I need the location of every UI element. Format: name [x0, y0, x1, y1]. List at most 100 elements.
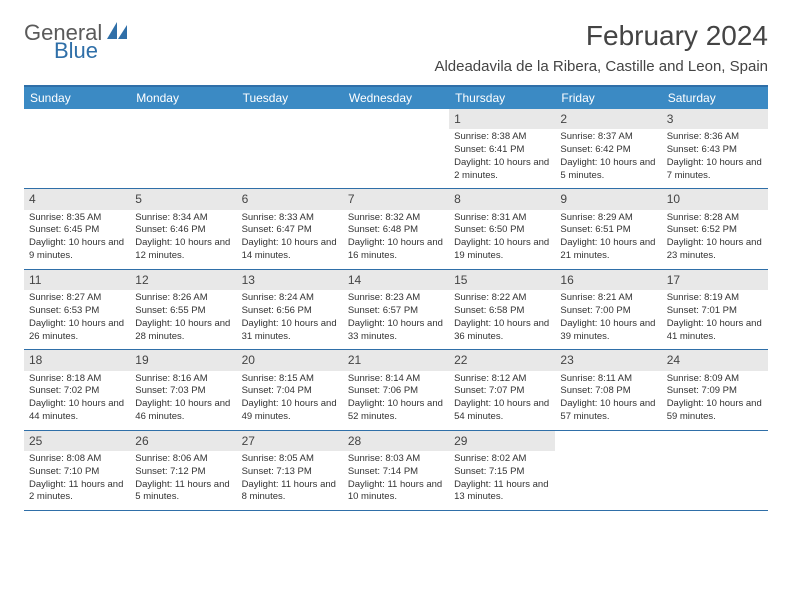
weekday-header: Sunday	[24, 87, 130, 109]
logo-text-blue: Blue	[54, 38, 98, 64]
sunset-text: Sunset: 7:13 PM	[242, 466, 338, 479]
day-number: 28	[343, 431, 449, 451]
day-cell: 6Sunrise: 8:33 AMSunset: 6:47 PMDaylight…	[237, 189, 343, 268]
day-cell	[662, 431, 768, 510]
sunset-text: Sunset: 6:46 PM	[135, 224, 231, 237]
header-right: February 2024 Aldeadavila de la Ribera, …	[434, 20, 768, 75]
sail-icon	[107, 22, 129, 43]
daylight-text: Daylight: 10 hours and 19 minutes.	[454, 237, 550, 263]
sunset-text: Sunset: 7:10 PM	[29, 466, 125, 479]
sunrise-text: Sunrise: 8:28 AM	[667, 212, 763, 225]
day-number: 5	[130, 189, 236, 209]
day-cell: 5Sunrise: 8:34 AMSunset: 6:46 PMDaylight…	[130, 189, 236, 268]
day-number: 4	[24, 189, 130, 209]
day-cell: 22Sunrise: 8:12 AMSunset: 7:07 PMDayligh…	[449, 350, 555, 429]
sunrise-text: Sunrise: 8:08 AM	[29, 453, 125, 466]
sunset-text: Sunset: 6:50 PM	[454, 224, 550, 237]
sunrise-text: Sunrise: 8:27 AM	[29, 292, 125, 305]
day-cell: 12Sunrise: 8:26 AMSunset: 6:55 PMDayligh…	[130, 270, 236, 349]
sunset-text: Sunset: 7:02 PM	[29, 385, 125, 398]
day-cell: 26Sunrise: 8:06 AMSunset: 7:12 PMDayligh…	[130, 431, 236, 510]
daylight-text: Daylight: 10 hours and 33 minutes.	[348, 318, 444, 344]
day-cell	[130, 109, 236, 188]
sunset-text: Sunset: 6:47 PM	[242, 224, 338, 237]
sunset-text: Sunset: 6:43 PM	[667, 144, 763, 157]
weekday-header: Friday	[555, 87, 661, 109]
day-cell: 4Sunrise: 8:35 AMSunset: 6:45 PMDaylight…	[24, 189, 130, 268]
day-number: 27	[237, 431, 343, 451]
sunset-text: Sunset: 6:55 PM	[135, 305, 231, 318]
sunset-text: Sunset: 7:12 PM	[135, 466, 231, 479]
daylight-text: Daylight: 10 hours and 21 minutes.	[560, 237, 656, 263]
daylight-text: Daylight: 11 hours and 2 minutes.	[29, 479, 125, 505]
daylight-text: Daylight: 10 hours and 7 minutes.	[667, 157, 763, 183]
sunset-text: Sunset: 6:51 PM	[560, 224, 656, 237]
weekday-header: Wednesday	[343, 87, 449, 109]
day-number: 24	[662, 350, 768, 370]
day-number: 25	[24, 431, 130, 451]
day-number: 15	[449, 270, 555, 290]
sunrise-text: Sunrise: 8:19 AM	[667, 292, 763, 305]
daylight-text: Daylight: 10 hours and 28 minutes.	[135, 318, 231, 344]
sunset-text: Sunset: 7:08 PM	[560, 385, 656, 398]
day-cell	[237, 109, 343, 188]
day-number: 19	[130, 350, 236, 370]
weekday-row: Sunday Monday Tuesday Wednesday Thursday…	[24, 87, 768, 109]
day-cell: 14Sunrise: 8:23 AMSunset: 6:57 PMDayligh…	[343, 270, 449, 349]
day-cell: 16Sunrise: 8:21 AMSunset: 7:00 PMDayligh…	[555, 270, 661, 349]
day-number	[24, 109, 130, 113]
sunset-text: Sunset: 6:42 PM	[560, 144, 656, 157]
sunrise-text: Sunrise: 8:02 AM	[454, 453, 550, 466]
day-cell: 18Sunrise: 8:18 AMSunset: 7:02 PMDayligh…	[24, 350, 130, 429]
daylight-text: Daylight: 10 hours and 9 minutes.	[29, 237, 125, 263]
day-cell: 17Sunrise: 8:19 AMSunset: 7:01 PMDayligh…	[662, 270, 768, 349]
day-cell: 10Sunrise: 8:28 AMSunset: 6:52 PMDayligh…	[662, 189, 768, 268]
day-number: 7	[343, 189, 449, 209]
day-number: 29	[449, 431, 555, 451]
sunrise-text: Sunrise: 8:11 AM	[560, 373, 656, 386]
sunset-text: Sunset: 7:15 PM	[454, 466, 550, 479]
sunrise-text: Sunrise: 8:29 AM	[560, 212, 656, 225]
sunrise-text: Sunrise: 8:05 AM	[242, 453, 338, 466]
day-cell: 11 Sunrise: 8:27 AMSunset: 6:53 PMDayligh…	[24, 270, 130, 349]
sunrise-text: Sunrise: 8:36 AM	[667, 131, 763, 144]
sunrise-text: Sunrise: 8:24 AM	[242, 292, 338, 305]
day-cell: 8Sunrise: 8:31 AMSunset: 6:50 PMDaylight…	[449, 189, 555, 268]
sunrise-text: Sunrise: 8:21 AM	[560, 292, 656, 305]
daylight-text: Daylight: 10 hours and 26 minutes.	[29, 318, 125, 344]
sunset-text: Sunset: 6:48 PM	[348, 224, 444, 237]
sunrise-text: Sunrise: 8:26 AM	[135, 292, 231, 305]
week-row: 1Sunrise: 8:38 AMSunset: 6:41 PMDaylight…	[24, 109, 768, 189]
sunrise-text: Sunrise: 8:23 AM	[348, 292, 444, 305]
day-cell: 15Sunrise: 8:22 AMSunset: 6:58 PMDayligh…	[449, 270, 555, 349]
weeks-container: 1Sunrise: 8:38 AMSunset: 6:41 PMDaylight…	[24, 109, 768, 511]
day-cell: 27 Sunrise: 8:05 AMSunset: 7:13 PMDayligh…	[237, 431, 343, 510]
day-number: 11	[24, 270, 130, 290]
daylight-text: Daylight: 10 hours and 49 minutes.	[242, 398, 338, 424]
day-number	[130, 109, 236, 113]
weekday-header: Monday	[130, 87, 236, 109]
day-cell: 7Sunrise: 8:32 AMSunset: 6:48 PMDaylight…	[343, 189, 449, 268]
sunrise-text: Sunrise: 8:15 AM	[242, 373, 338, 386]
sunset-text: Sunset: 7:14 PM	[348, 466, 444, 479]
day-number	[662, 431, 768, 435]
day-cell	[24, 109, 130, 188]
day-number: 9	[555, 189, 661, 209]
sunset-text: Sunset: 6:53 PM	[29, 305, 125, 318]
weekday-header: Tuesday	[237, 87, 343, 109]
day-cell: 25 Sunrise: 8:08 AMSunset: 7:10 PMDayligh…	[24, 431, 130, 510]
week-row: 25Sunrise: 8:08 AMSunset: 7:10 PMDayligh…	[24, 431, 768, 511]
daylight-text: Daylight: 10 hours and 16 minutes.	[348, 237, 444, 263]
sunrise-text: Sunrise: 8:14 AM	[348, 373, 444, 386]
daylight-text: Daylight: 10 hours and 59 minutes.	[667, 398, 763, 424]
sunrise-text: Sunrise: 8:09 AM	[667, 373, 763, 386]
day-number: 26	[130, 431, 236, 451]
weekday-header: Thursday	[449, 87, 555, 109]
daylight-text: Daylight: 11 hours and 8 minutes.	[242, 479, 338, 505]
sunset-text: Sunset: 6:52 PM	[667, 224, 763, 237]
sunrise-text: Sunrise: 8:12 AM	[454, 373, 550, 386]
sunrise-text: Sunrise: 8:06 AM	[135, 453, 231, 466]
sunset-text: Sunset: 7:07 PM	[454, 385, 550, 398]
daylight-text: Daylight: 10 hours and 5 minutes.	[560, 157, 656, 183]
day-cell	[555, 431, 661, 510]
